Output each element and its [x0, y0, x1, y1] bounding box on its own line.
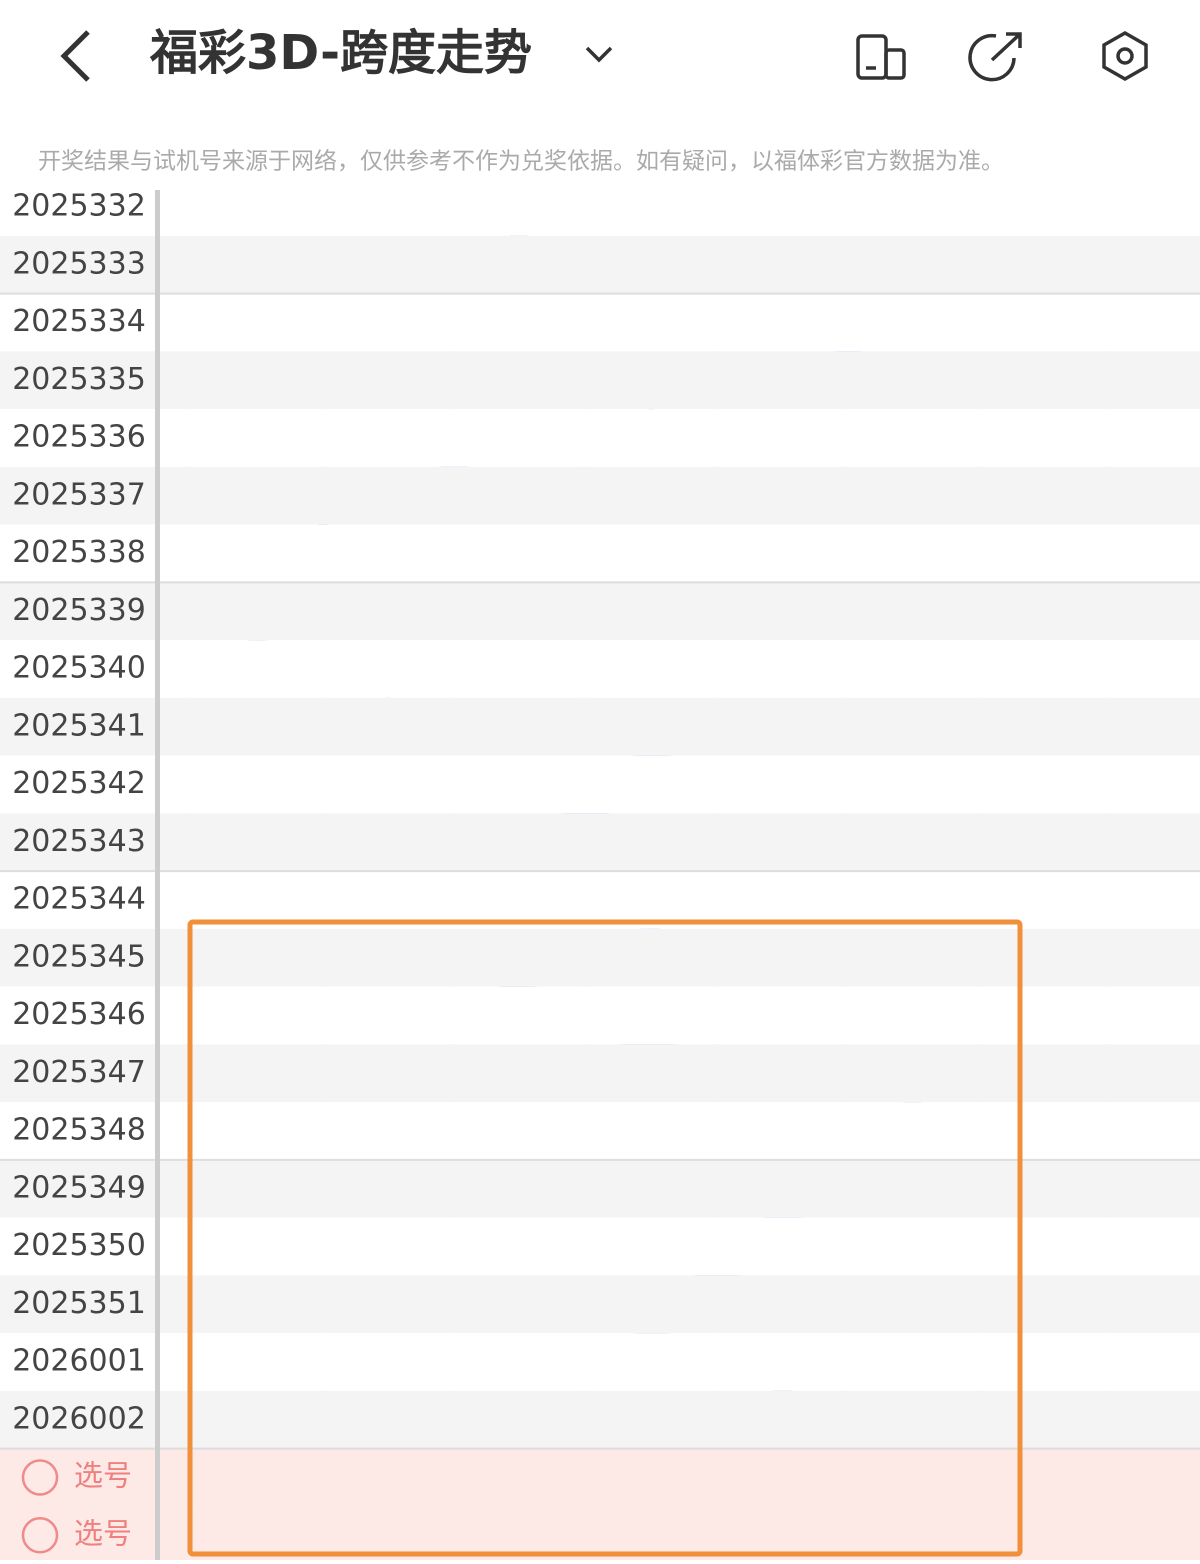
select-radio[interactable]	[21, 1459, 59, 1496]
row-bg	[0, 582, 1200, 641]
period: 2025336	[12, 420, 146, 455]
period: 2025349	[12, 1170, 146, 1205]
row-bg	[0, 524, 1200, 583]
row-bg	[0, 190, 1200, 236]
period: 2025345	[12, 939, 146, 974]
period: 2025340	[12, 651, 146, 686]
row-bg	[0, 1217, 1200, 1276]
row-bg	[0, 466, 1200, 525]
period-divider	[155, 190, 160, 1560]
notice: 开奖结果与试机号来源于网络，仅供参考不作为兑奖依据。如有疑问，以福体彩官方数据为…	[38, 149, 1004, 175]
row-bg	[0, 293, 1200, 352]
period: 2026002	[12, 1401, 146, 1436]
period: 2025333	[12, 246, 146, 281]
dropdown-icon[interactable]	[585, 46, 613, 63]
row-bg	[0, 697, 1200, 756]
period: 2025346	[12, 997, 146, 1032]
row-bg	[0, 1102, 1200, 1160]
share-icon[interactable]	[968, 32, 1022, 82]
period: 2025344	[12, 882, 146, 917]
period: 2025343	[12, 824, 146, 859]
settings-icon[interactable]	[1102, 30, 1148, 82]
layout-icon[interactable]	[856, 34, 906, 80]
row-bg	[0, 409, 1200, 467]
row-bg	[0, 755, 1200, 814]
select-label: 选号	[74, 1516, 132, 1550]
period: 2025335	[12, 362, 146, 397]
row-bg	[0, 813, 1200, 872]
header-bg	[0, 0, 1200, 190]
row-bg	[0, 640, 1200, 698]
row-bg	[0, 928, 1200, 987]
back-button[interactable]	[60, 30, 90, 82]
row-bg	[0, 1390, 1200, 1449]
row-bg	[0, 1159, 1200, 1218]
select-label: 选号	[74, 1459, 132, 1493]
period: 2025347	[12, 1055, 146, 1090]
period: 2025337	[12, 477, 146, 512]
period: 2025338	[12, 535, 146, 570]
select-radio[interactable]	[21, 1517, 59, 1554]
row-bg	[0, 235, 1200, 294]
period: 2025334	[12, 304, 146, 339]
row-bg	[0, 986, 1200, 1045]
row-bg	[0, 1044, 1200, 1103]
toolbar	[856, 30, 1148, 82]
page-title: 福彩3D-跨度走势	[149, 25, 532, 81]
period: 2026001	[12, 1344, 146, 1379]
row-bg	[0, 871, 1200, 929]
period: 2025332	[12, 189, 146, 224]
row-bg	[0, 1506, 1200, 1560]
period: 2025341	[12, 708, 146, 743]
row-bg	[0, 1333, 1200, 1391]
row-bg	[0, 351, 1200, 410]
focus-box	[187, 919, 1023, 1557]
period: 2025350	[12, 1228, 146, 1263]
period: 2025339	[12, 593, 146, 628]
row-bg	[0, 1448, 1200, 1507]
period: 2025348	[12, 1113, 146, 1148]
row-bg	[0, 1275, 1200, 1334]
period: 2025351	[12, 1286, 146, 1321]
period: 2025342	[12, 766, 146, 801]
